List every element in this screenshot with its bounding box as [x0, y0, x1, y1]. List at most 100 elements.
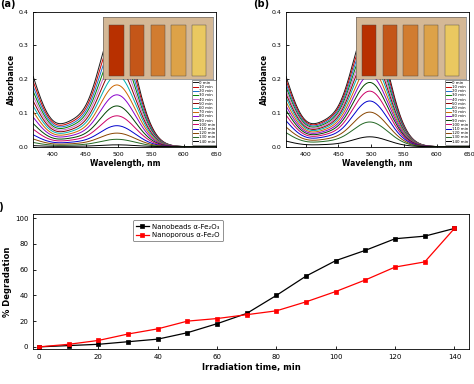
Legend: 0 min, 10 min, 20 min, 30 min, 40 min, 50 min, 60 min, 70 min, 80 min, 90 min, 1: 0 min, 10 min, 20 min, 30 min, 40 min, 5… — [445, 80, 469, 145]
40 min — [466, 144, 472, 149]
50 min — [466, 144, 472, 149]
110 min — [30, 132, 36, 137]
0 min — [30, 74, 36, 79]
100 min — [163, 144, 169, 148]
120 min — [466, 144, 472, 149]
130 min — [399, 139, 405, 144]
0 min — [416, 141, 421, 146]
90 min — [53, 136, 58, 141]
30 min — [283, 85, 289, 89]
90 min — [283, 108, 289, 113]
Text: (a): (a) — [0, 0, 16, 9]
40 min — [343, 97, 348, 102]
80 min — [164, 143, 170, 148]
Nanoporous α-Fe₂O — [422, 260, 428, 264]
10 min — [283, 78, 289, 82]
20 min — [146, 121, 152, 126]
20 min — [466, 144, 472, 149]
Nanobeads α-Fe₂O₃ — [96, 342, 101, 347]
60 min — [53, 130, 58, 135]
120 min — [343, 128, 348, 132]
40 min — [53, 127, 58, 131]
0 min — [90, 86, 96, 90]
140 min — [466, 144, 472, 149]
Line: 140 min: 140 min — [286, 137, 469, 147]
40 min — [163, 142, 169, 146]
90 min — [90, 125, 96, 129]
130 min — [283, 130, 289, 135]
Nanoporous α-Fe₂O — [96, 338, 101, 343]
30 min — [53, 125, 58, 130]
110 min — [164, 144, 170, 149]
110 min — [283, 118, 289, 123]
90 min — [114, 104, 119, 108]
Line: 110 min: 110 min — [33, 126, 217, 147]
40 min — [90, 102, 96, 106]
140 min — [164, 144, 170, 149]
Text: (b): (b) — [253, 0, 269, 9]
130 min — [163, 144, 169, 149]
Nanobeads α-Fe₂O₃ — [392, 237, 398, 241]
40 min — [114, 55, 119, 60]
Nanobeads α-Fe₂O₃ — [214, 321, 220, 326]
100 min — [305, 133, 311, 138]
140 min — [416, 144, 421, 149]
100 min — [146, 137, 152, 142]
10 min — [103, 48, 109, 53]
140 min — [367, 134, 373, 139]
20 min — [416, 141, 421, 146]
20 min — [417, 142, 422, 146]
140 min — [399, 142, 405, 147]
60 min — [399, 126, 405, 130]
120 min — [146, 141, 152, 146]
140 min — [163, 144, 169, 149]
130 min — [417, 144, 422, 148]
Nanoporous α-Fe₂O — [155, 326, 161, 331]
20 min — [90, 94, 96, 98]
20 min — [305, 122, 311, 127]
80 min — [466, 144, 472, 149]
Nanoporous α-Fe₂O — [392, 265, 398, 269]
80 min — [343, 110, 348, 115]
120 min — [305, 137, 311, 142]
90 min — [356, 91, 362, 95]
130 min — [416, 144, 421, 148]
Line: Nanoporous α-Fe₂O: Nanoporous α-Fe₂O — [36, 226, 457, 349]
50 min — [163, 142, 169, 147]
100 min — [114, 114, 119, 118]
130 min — [356, 124, 362, 128]
130 min — [305, 139, 311, 144]
110 min — [90, 134, 96, 139]
50 min — [283, 92, 289, 96]
30 min — [399, 121, 405, 126]
80 min — [367, 73, 373, 77]
Line: 50 min: 50 min — [33, 66, 217, 147]
Nanobeads α-Fe₂O₃ — [452, 226, 457, 231]
90 min — [163, 143, 169, 148]
60 min — [114, 73, 119, 77]
80 min — [399, 129, 405, 133]
30 min — [417, 142, 422, 146]
Nanoporous α-Fe₂O — [452, 226, 457, 231]
40 min — [356, 61, 362, 66]
80 min — [53, 134, 58, 139]
30 min — [163, 142, 169, 146]
Nanobeads α-Fe₂O₃ — [422, 234, 428, 238]
110 min — [214, 144, 219, 149]
110 min — [103, 127, 109, 131]
Nanobeads α-Fe₂O₃ — [184, 330, 190, 335]
120 min — [164, 144, 170, 149]
0 min — [146, 118, 152, 122]
50 min — [399, 124, 405, 129]
100 min — [30, 127, 36, 131]
0 min — [417, 141, 422, 146]
120 min — [114, 131, 119, 136]
50 min — [30, 99, 36, 103]
Line: 120 min: 120 min — [33, 133, 217, 147]
50 min — [417, 142, 422, 147]
100 min — [356, 98, 362, 103]
Legend: 0 min, 10 min, 20 min, 30 min, 40 min, 50 min, 60 min, 70 min, 80 min, 90 min, 1: 0 min, 10 min, 20 min, 30 min, 40 min, 5… — [192, 80, 216, 145]
Nanoporous α-Fe₂O — [333, 289, 338, 294]
10 min — [214, 144, 219, 149]
40 min — [146, 125, 152, 129]
